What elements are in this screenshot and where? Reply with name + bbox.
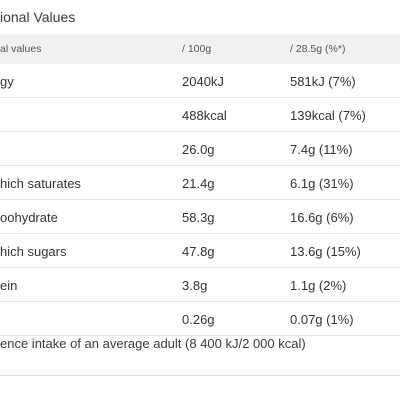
- reference-intake-footnote: ence intake of an average adult (8 400 k…: [0, 336, 306, 351]
- value-per-100g: 0.26g: [182, 312, 215, 327]
- value-per-portion: 1.1g (2%): [290, 278, 347, 293]
- table-row: hich saturates 21.4g 6.1g (31%): [0, 166, 400, 200]
- value-per-portion: 139kcal (7%): [290, 108, 366, 123]
- section-divider: [0, 375, 400, 376]
- table-row: 0.26g 0.07g (1%): [0, 302, 400, 336]
- nutrient-name: hich saturates: [0, 176, 81, 191]
- value-per-portion: 16.6g (6%): [290, 210, 354, 225]
- nutrient-name: ein: [0, 278, 18, 293]
- value-per-100g: 2040kJ: [182, 74, 224, 89]
- header-per-100g: / 100g: [182, 43, 212, 55]
- table-header: al values / 100g / 28.5g (%*): [0, 34, 400, 64]
- value-per-100g: 58.3g: [182, 210, 215, 225]
- table-row: gy 2040kJ 581kJ (7%): [0, 64, 400, 98]
- value-per-portion: 6.1g (31%): [290, 176, 354, 191]
- value-per-100g: 21.4g: [182, 176, 215, 191]
- table-row: hich sugars 47.8g 13.6g (15%): [0, 234, 400, 268]
- table-row: ein 3.8g 1.1g (2%): [0, 268, 400, 302]
- value-per-100g: 488kcal: [182, 108, 227, 123]
- table-row: 26.0g 7.4g (11%): [0, 132, 400, 166]
- table-row: 488kcal 139kcal (7%): [0, 98, 400, 132]
- value-per-100g: 3.8g: [182, 278, 208, 293]
- nutrient-name: hich sugars: [0, 244, 67, 259]
- nutrient-name: gy: [0, 74, 14, 89]
- header-nutrient: al values: [0, 43, 42, 55]
- nutrition-title: ional Values: [0, 9, 76, 25]
- value-per-portion: 581kJ (7%): [290, 74, 356, 89]
- header-per-portion: / 28.5g (%*): [290, 43, 346, 55]
- value-per-portion: 7.4g (11%): [290, 142, 353, 157]
- value-per-100g: 47.8g: [182, 244, 215, 259]
- nutrient-name: oohydrate: [0, 210, 58, 225]
- table-row: oohydrate 58.3g 16.6g (6%): [0, 200, 400, 234]
- value-per-portion: 0.07g (1%): [290, 312, 354, 327]
- value-per-portion: 13.6g (15%): [290, 244, 361, 259]
- value-per-100g: 26.0g: [182, 142, 215, 157]
- nutrition-table-body: gy 2040kJ 581kJ (7%) 488kcal 139kcal (7%…: [0, 64, 400, 336]
